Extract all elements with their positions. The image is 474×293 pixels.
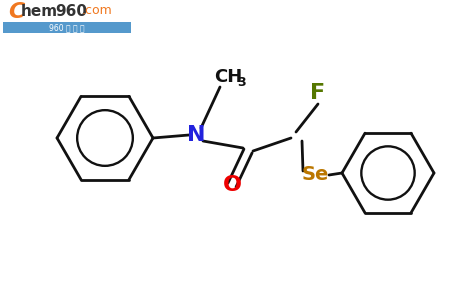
FancyBboxPatch shape bbox=[3, 3, 133, 21]
Text: F: F bbox=[310, 83, 326, 103]
Text: O: O bbox=[222, 175, 241, 195]
Text: 960: 960 bbox=[55, 4, 87, 18]
Text: Se: Se bbox=[301, 166, 328, 185]
Text: 960 化 工 网: 960 化 工 网 bbox=[49, 23, 85, 33]
Text: .com: .com bbox=[82, 4, 113, 18]
Text: CH: CH bbox=[214, 68, 242, 86]
Text: N: N bbox=[187, 125, 205, 145]
Text: hem: hem bbox=[21, 4, 58, 18]
Text: 3: 3 bbox=[237, 76, 246, 88]
Text: C: C bbox=[8, 2, 24, 22]
FancyBboxPatch shape bbox=[3, 22, 131, 33]
